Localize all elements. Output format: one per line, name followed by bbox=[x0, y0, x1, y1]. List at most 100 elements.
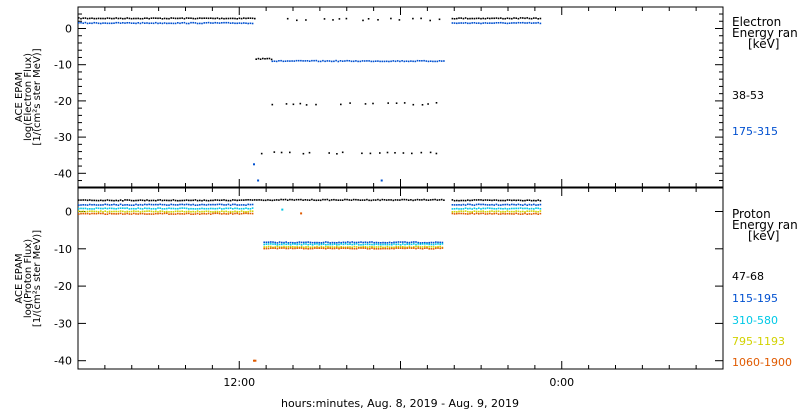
proton-series-0-point bbox=[429, 199, 432, 201]
electron-series-0-point bbox=[174, 17, 177, 20]
proton-series-4-point bbox=[362, 247, 364, 249]
proton-series-2-point bbox=[524, 207, 526, 210]
electron-series-0-point bbox=[177, 17, 179, 20]
electron-series-0-point bbox=[398, 19, 401, 21]
proton-series-1-point bbox=[80, 204, 82, 206]
proton-series-0-point bbox=[423, 198, 425, 201]
proton-series-1-point bbox=[199, 204, 201, 206]
proton-series-3-point bbox=[421, 246, 424, 248]
electron-series-0-point bbox=[257, 57, 260, 60]
electron-series-1-point bbox=[328, 60, 331, 62]
proton-series-2-point bbox=[161, 208, 164, 210]
proton-series-3-point bbox=[137, 210, 139, 213]
proton-series-4-point bbox=[309, 247, 312, 250]
proton-series-4-point bbox=[157, 212, 159, 215]
proton-series-2-point bbox=[102, 207, 104, 210]
electron-series-0-point bbox=[232, 17, 234, 20]
proton-series-1-point bbox=[238, 204, 241, 206]
proton-series-1-point bbox=[152, 203, 155, 206]
proton-series-4-point bbox=[424, 247, 426, 249]
proton-series-2-point bbox=[430, 243, 433, 246]
electron-series-1-point bbox=[95, 22, 98, 24]
electron-series-1-point bbox=[78, 22, 80, 24]
proton-series-3-point bbox=[340, 246, 342, 248]
proton-series-0-point bbox=[100, 199, 102, 202]
proton-series-0-point bbox=[339, 199, 342, 201]
electron-series-1-point bbox=[464, 22, 467, 24]
proton-series-1-point bbox=[201, 203, 203, 206]
proton-series-0-point bbox=[515, 199, 517, 202]
proton-series-3-point bbox=[377, 246, 380, 248]
proton-series-3-point bbox=[163, 211, 166, 213]
electron-plot-frame bbox=[77, 6, 724, 188]
electron-series-1-point bbox=[106, 22, 109, 25]
proton-series-4-point bbox=[102, 212, 104, 215]
proton-series-0-point bbox=[168, 199, 170, 202]
proton-series-4-point bbox=[413, 247, 415, 249]
proton-series-4-point bbox=[377, 248, 380, 250]
proton-series-3-point bbox=[417, 245, 419, 248]
proton-series-3-point bbox=[384, 246, 386, 249]
proton-series-2-point bbox=[415, 243, 417, 246]
electron-series-0-point bbox=[438, 18, 441, 21]
electron-series-0-point bbox=[367, 18, 370, 20]
proton-series-2-point bbox=[519, 207, 522, 209]
electron-series-1-point bbox=[475, 22, 478, 24]
proton-series-4-point bbox=[333, 247, 336, 250]
electron-series-0-point bbox=[89, 17, 91, 20]
proton-series-2-point bbox=[100, 207, 102, 210]
proton-series-2-point bbox=[238, 208, 241, 210]
electron-series-1-point bbox=[304, 60, 307, 62]
proton-series-2-point bbox=[456, 207, 458, 210]
proton-series-0-point bbox=[330, 199, 333, 201]
proton-series-1-point bbox=[380, 242, 382, 244]
proton-series-0-point bbox=[84, 199, 87, 201]
electron-series-0-point bbox=[247, 17, 249, 19]
proton-series-3-point bbox=[305, 246, 307, 248]
proton-series-2-point bbox=[467, 207, 469, 210]
electron-series-0-point bbox=[254, 17, 256, 20]
proton-series-4-point bbox=[196, 212, 199, 215]
proton-series-3-point bbox=[223, 210, 225, 213]
electron-series-1-point bbox=[385, 60, 388, 63]
proton-series-2-point bbox=[89, 208, 91, 210]
electron-series-0-point bbox=[500, 17, 502, 19]
proton-series-1-point bbox=[265, 241, 268, 244]
electron-series-1-point bbox=[460, 22, 462, 24]
proton-series-0-point bbox=[517, 199, 520, 201]
electron-series-0-point bbox=[493, 17, 495, 20]
electron-series-0-point bbox=[402, 152, 405, 154]
proton-series-4-point bbox=[285, 247, 287, 250]
proton-series-1-point bbox=[500, 204, 502, 206]
electron-series-0-point bbox=[205, 17, 208, 19]
proton-series-2-point bbox=[408, 243, 411, 246]
proton-series-0-point bbox=[427, 199, 430, 201]
electron-series-1-point bbox=[214, 21, 216, 24]
proton-series-2-point bbox=[113, 207, 115, 210]
proton-series-3-point bbox=[537, 211, 539, 213]
proton-series-2-point bbox=[360, 243, 362, 246]
proton-series-3-point bbox=[78, 210, 80, 213]
proton-series-3-point bbox=[506, 210, 509, 212]
electron-series-0-point bbox=[412, 103, 415, 106]
electron-series-0-point bbox=[502, 17, 504, 20]
proton-series-3-point bbox=[192, 210, 194, 213]
electron-series-0-point bbox=[130, 17, 133, 20]
proton-series-2-point bbox=[437, 243, 439, 245]
proton-series-3-point bbox=[491, 210, 493, 212]
proton-series-2-point bbox=[78, 207, 80, 210]
proton-series-4-point bbox=[486, 213, 489, 215]
electron-series-0-point bbox=[535, 17, 537, 19]
electron-series-0-point bbox=[528, 17, 531, 20]
electron-series-1-point bbox=[128, 22, 131, 24]
proton-series-2-point bbox=[245, 207, 247, 209]
proton-series-0-point bbox=[508, 199, 511, 201]
proton-ylabel-line: [1/(cm²s ster MeV)] bbox=[32, 230, 43, 327]
proton-series-1-point bbox=[229, 204, 232, 206]
electron-series-1-point bbox=[278, 60, 280, 62]
proton-series-1-point bbox=[245, 204, 247, 206]
proton-series-1-point bbox=[179, 203, 181, 206]
proton-series-0-point bbox=[212, 199, 214, 202]
proton-series-3-point bbox=[371, 245, 373, 248]
proton-series-2-point bbox=[502, 208, 504, 210]
